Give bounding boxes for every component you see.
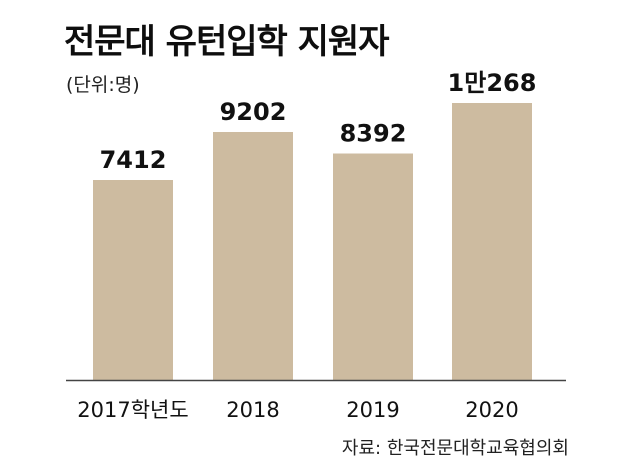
bar-1 (93, 180, 173, 380)
bar-2 (213, 131, 293, 380)
x-tick-label-1: 2017학년도 (77, 398, 188, 422)
bar-3 (333, 153, 413, 380)
value-label-3: 8392 (340, 120, 407, 148)
x-tick-label-3: 2019 (346, 398, 399, 422)
value-label-4: 1만268 (448, 69, 537, 97)
value-label-1: 7412 (100, 146, 167, 174)
source-note: 자료: 한국전문대학교육협의회 (341, 438, 569, 459)
chart-title: 전문대 유턴입학 지원자 (64, 22, 389, 62)
bar-4 (452, 103, 532, 380)
x-tick-label-4: 2020 (465, 398, 518, 422)
x-tick-label-2: 2018 (226, 398, 279, 422)
value-label-2: 9202 (220, 98, 287, 126)
unit-note: (단위:명) (66, 74, 140, 96)
